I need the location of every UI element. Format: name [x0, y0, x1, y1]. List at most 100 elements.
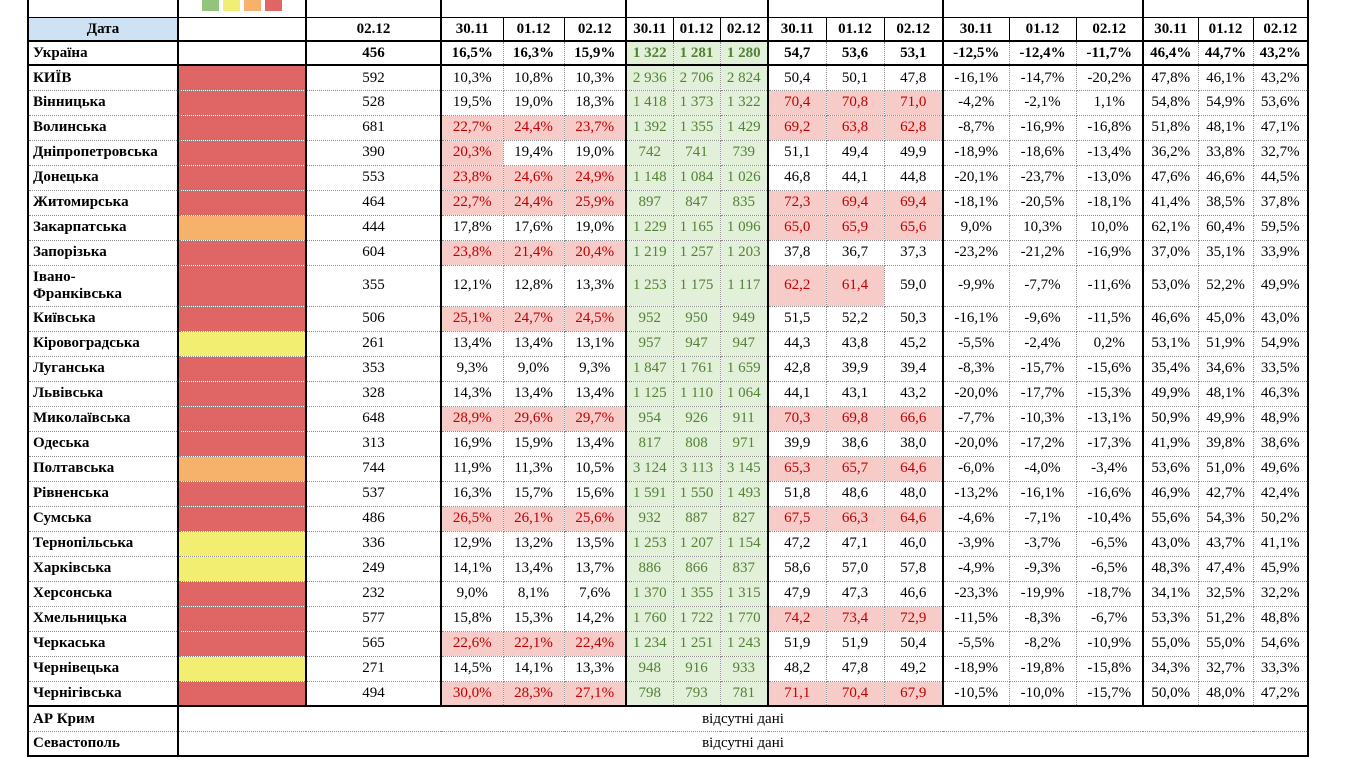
data-cell: 13,4%: [440, 330, 504, 357]
data-cell: 46,6%: [1197, 164, 1254, 191]
data-cell: 50,0%: [1142, 680, 1199, 707]
legend-green-swatch: [202, 0, 219, 11]
data-cell: 1 322: [719, 89, 769, 116]
data-cell: 17,8%: [440, 214, 504, 241]
data-cell: 1 280: [719, 40, 769, 67]
data-cell: 46,6: [883, 580, 944, 607]
table-row: Сумська 486 26,5% 26,1% 25,6% 932 887 82…: [27, 505, 1309, 532]
alert-level-cell: [177, 580, 307, 607]
data-cell: 32,2%: [1252, 580, 1309, 607]
table-row: Полтавська 744 11,9% 11,3% 10,5% 3 124 3…: [27, 455, 1309, 482]
data-cell: 63,8: [825, 114, 885, 141]
data-cell: 37,8%: [1252, 189, 1309, 216]
data-cell: 23,8%: [440, 239, 504, 266]
date-header-cell: 02.12: [305, 16, 442, 43]
data-cell: 33,8%: [1197, 139, 1254, 166]
date-header-cell: 01.12: [1008, 16, 1077, 43]
date-header-cell: 02.12: [563, 16, 627, 43]
data-cell: 13,3%: [563, 655, 627, 682]
region-name-cell: Дніпропетровська: [27, 139, 179, 166]
data-cell: 65,0: [767, 214, 827, 241]
table-row: Львівська 328 14,3% 13,4% 13,4% 1 125 1 …: [27, 380, 1309, 407]
data-cell: 51,1: [767, 139, 827, 166]
data-cell: 1 493: [719, 480, 769, 507]
date-header-row: Дата 02.12 30.11 01.12 02.12 30.11 01.12…: [27, 16, 1309, 43]
data-cell: -16,9%: [1075, 239, 1144, 266]
data-cell: -17,2%: [1008, 430, 1077, 457]
no-data-cell: відсутні дані: [177, 730, 1309, 758]
data-cell: 65,3: [767, 455, 827, 482]
alert-level-cell: [177, 89, 307, 116]
data-cell: 38,6: [825, 430, 885, 457]
data-cell: 0,2%: [1075, 330, 1144, 357]
data-cell: 24,7%: [502, 305, 565, 332]
data-cell: 59,5%: [1252, 214, 1309, 241]
table-row: Хмельницька 577 15,8% 15,3% 14,2% 1 760 …: [27, 605, 1309, 632]
alert-level-cell: [177, 40, 307, 67]
data-cell: 15,7%: [502, 480, 565, 507]
alert-level-cell: [177, 214, 307, 241]
data-cell: 54,8%: [1142, 89, 1199, 116]
data-cell: 17,6%: [502, 214, 565, 241]
region-name-cell: Київська: [27, 305, 179, 332]
region-name-cell: Одеська: [27, 430, 179, 457]
data-cell: -12,4%: [1008, 40, 1077, 67]
data-cell: 44,7%: [1197, 40, 1254, 67]
date-header-cell: 30.11: [767, 16, 827, 43]
data-cell: 69,4: [825, 189, 885, 216]
count-cell: 355: [305, 264, 442, 307]
data-cell: -6,5%: [1075, 555, 1144, 582]
region-name-cell: Житомирська: [27, 189, 179, 216]
count-cell: 577: [305, 605, 442, 632]
data-cell: 1 229: [625, 214, 674, 241]
table-row: Донецька 553 23,8% 24,6% 24,9% 1 148 1 0…: [27, 164, 1309, 191]
data-cell: 44,8: [883, 164, 944, 191]
data-cell: 55,6%: [1142, 505, 1199, 532]
alert-level-cell: [177, 605, 307, 632]
data-cell: 39,9: [767, 430, 827, 457]
data-cell: -10,3%: [1008, 405, 1077, 432]
table-row: Черкаська 565 22,6% 22,1% 22,4% 1 234 1 …: [27, 630, 1309, 657]
data-cell: 835: [719, 189, 769, 216]
data-cell: 48,6: [825, 480, 885, 507]
count-cell: 494: [305, 680, 442, 707]
data-cell: -18,9%: [942, 655, 1010, 682]
data-cell: 971: [719, 430, 769, 457]
data-cell: 1 770: [719, 605, 769, 632]
data-cell: 2 824: [719, 64, 769, 91]
data-cell: -21,2%: [1008, 239, 1077, 266]
data-cell: 33,9%: [1252, 239, 1309, 266]
data-cell: 52,2%: [1197, 264, 1254, 307]
data-cell: -9,3%: [1008, 555, 1077, 582]
alert-level-cell: [177, 555, 307, 582]
data-cell: 45,9%: [1252, 555, 1309, 582]
data-cell: -2,4%: [1008, 330, 1077, 357]
data-cell: 742: [625, 139, 674, 166]
data-cell: 15,3%: [502, 605, 565, 632]
data-cell: -10,4%: [1075, 505, 1144, 532]
data-cell: 73,4: [825, 605, 885, 632]
data-cell: 62,2: [767, 264, 827, 307]
data-cell: 50,4: [767, 64, 827, 91]
data-cell: 36,7: [825, 239, 885, 266]
data-cell: 65,6: [883, 214, 944, 241]
data-cell: 47,8: [883, 64, 944, 91]
region-name-cell: Сумська: [27, 505, 179, 532]
date-header-cell: 01.12: [1197, 16, 1254, 43]
alert-level-cell: [177, 330, 307, 357]
date-header-cell: 02.12: [1075, 16, 1144, 43]
data-cell: 12,9%: [440, 530, 504, 557]
data-cell: 48,0%: [1197, 680, 1254, 707]
data-cell: 70,8: [825, 89, 885, 116]
date-header-cell: 02.12: [719, 16, 769, 43]
region-name-cell: Полтавська: [27, 455, 179, 482]
data-cell: 48,0: [883, 480, 944, 507]
data-cell: 53,3%: [1142, 605, 1199, 632]
data-cell: 1 084: [672, 164, 721, 191]
count-cell: 648: [305, 405, 442, 432]
data-cell: 47,8%: [1142, 64, 1199, 91]
data-cell: 13,4%: [502, 330, 565, 357]
data-cell: 41,1%: [1252, 530, 1309, 557]
data-cell: -13,1%: [1075, 405, 1144, 432]
count-cell: 271: [305, 655, 442, 682]
